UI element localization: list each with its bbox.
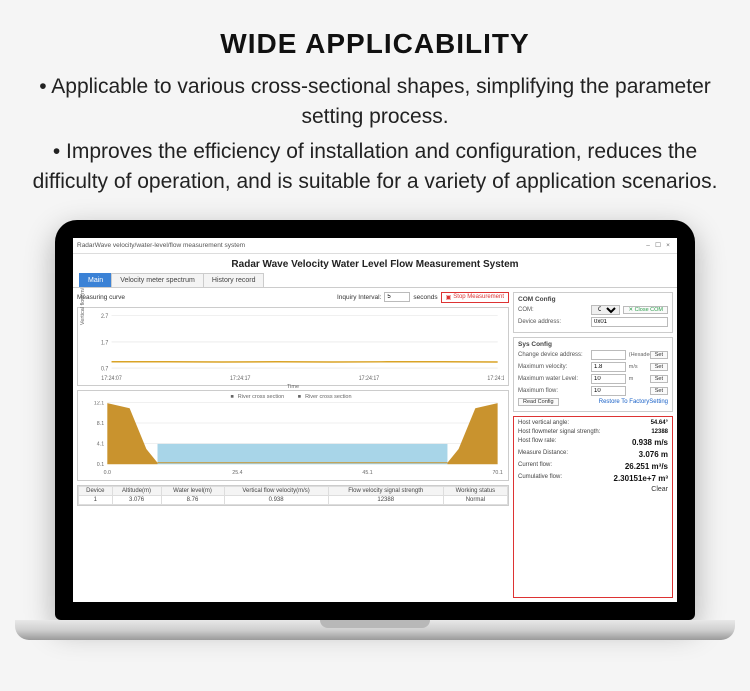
stop-icon: ▣	[446, 294, 452, 301]
syscfg-label-0: Change device address:	[518, 352, 588, 358]
hero-bullets: • Applicable to various cross-sectional …	[0, 60, 750, 198]
table-cell: 3.076	[112, 495, 161, 504]
syscfg-input-1[interactable]	[591, 362, 626, 372]
syscfg-input-0[interactable]	[591, 350, 626, 360]
table-header: Flow velocity signal strength	[328, 486, 443, 495]
distance-value: 3.076 m	[639, 450, 668, 459]
stop-measurement-button[interactable]: ▣ Stop Measurement	[441, 292, 509, 303]
chart1-ylabel: Vertical flow(m/s)	[80, 288, 86, 326]
cross-section-chart: ■River cross section ■River cross sectio…	[77, 390, 509, 481]
svg-text:25.4: 25.4	[232, 470, 242, 475]
syscfg-unit-1: m/s	[629, 364, 647, 370]
app-window: RadarWave velocity/water-level/flow meas…	[73, 238, 677, 602]
svg-text:0.1: 0.1	[97, 462, 104, 468]
clear-button[interactable]: Clear	[651, 486, 668, 493]
window-title: RadarWave velocity/water-level/flow meas…	[77, 242, 245, 249]
devaddr-input[interactable]	[591, 317, 668, 327]
read-config-button[interactable]: Read Config	[518, 398, 559, 406]
syscfg-set-button-2[interactable]: Set	[650, 375, 668, 383]
current-flow-label: Current flow:	[518, 462, 552, 471]
syscfg-set-button-1[interactable]: Set	[650, 363, 668, 371]
syscfg-input-2[interactable]	[591, 374, 626, 384]
angle-value: 54.64°	[651, 420, 668, 426]
table-header: Device	[79, 486, 113, 495]
laptop-base	[15, 620, 735, 640]
current-flow-value: 26.251 m³/s	[625, 462, 668, 471]
com-select[interactable]: COM16	[591, 305, 620, 315]
table-cell: 0.938	[224, 495, 328, 504]
table-cell: Normal	[443, 495, 507, 504]
signal-value: 12388	[651, 429, 668, 435]
table-header: Water level(m)	[161, 486, 224, 495]
tab-main[interactable]: Main	[79, 273, 112, 287]
svg-text:8.1: 8.1	[97, 421, 104, 427]
cumulative-value: 2.30151e+7 m³	[614, 474, 669, 483]
maximize-icon[interactable]: ☐	[653, 241, 663, 249]
table-cell: 8.76	[161, 495, 224, 504]
app-title: Radar Wave Velocity Water Level Flow Mea…	[73, 254, 677, 273]
cross-section-legend: ■River cross section ■River cross sectio…	[82, 394, 504, 401]
syscfg-label-3: Maximum flow:	[518, 388, 588, 394]
svg-text:17:24:07: 17:24:07	[101, 375, 122, 381]
tab-spectrum[interactable]: Velocity meter spectrum	[111, 273, 204, 287]
syscfg-unit-2: m	[629, 376, 647, 382]
svg-text:12.1: 12.1	[94, 401, 104, 407]
hero-title: WIDE APPLICABILITY	[0, 0, 750, 60]
com-label: COM:	[518, 307, 588, 313]
svg-text:17:24:17: 17:24:17	[487, 375, 504, 381]
minimize-icon[interactable]: –	[643, 242, 653, 249]
svg-text:4.1: 4.1	[97, 442, 104, 448]
close-com-button[interactable]: ✕ Close COM	[623, 306, 668, 314]
distance-label: Measure Distance:	[518, 450, 568, 459]
syscfg-label-1: Maximum velocity:	[518, 364, 588, 370]
device-table: DeviceAltitude(m)Water level(m)Vertical …	[77, 485, 509, 506]
syscfg-set-button-0[interactable]: Set	[650, 351, 668, 359]
svg-text:0.7: 0.7	[101, 366, 108, 372]
table-header: Vertical flow velocity(m/s)	[224, 486, 328, 495]
inquiry-unit: seconds	[413, 294, 437, 301]
sys-config-panel: Sys Config Change device address: (Hexad…	[513, 337, 673, 412]
svg-text:1.7: 1.7	[101, 340, 108, 346]
bullet-1: • Applicable to various cross-sectional …	[30, 72, 720, 133]
flowrate-value: 0.938 m/s	[632, 438, 668, 447]
tabs: Main Velocity meter spectrum History rec…	[73, 273, 677, 288]
sys-config-title: Sys Config	[518, 341, 668, 348]
close-icon[interactable]: ×	[663, 242, 673, 249]
inquiry-label: Inquiry Interval:	[337, 294, 381, 301]
inquiry-input[interactable]	[384, 292, 410, 302]
syscfg-input-3[interactable]	[591, 386, 626, 396]
signal-label: Host flowmeter signal strength:	[518, 429, 600, 435]
angle-label: Host vertical angle:	[518, 420, 569, 426]
titlebar: RadarWave velocity/water-level/flow meas…	[73, 238, 677, 254]
devaddr-label: Device address:	[518, 319, 588, 325]
measuring-bar: Measuring curve Inquiry Interval: second…	[77, 292, 509, 303]
svg-text:17:24:17: 17:24:17	[230, 375, 251, 381]
svg-text:0.0: 0.0	[104, 470, 111, 475]
com-config-panel: COM Config COM: COM16 ✕ Close COM Device…	[513, 292, 673, 333]
svg-text:2.7: 2.7	[101, 314, 108, 320]
syscfg-set-button-3[interactable]: Set	[650, 387, 668, 395]
com-config-title: COM Config	[518, 296, 668, 303]
svg-text:45.1: 45.1	[362, 470, 372, 475]
restore-factory-link[interactable]: Restore To FactorySetting	[599, 399, 668, 405]
table-header: Altitude(m)	[112, 486, 161, 495]
syscfg-unit-0: (Hexadecimal)	[629, 352, 647, 358]
table-cell: 1	[79, 495, 113, 504]
live-readings-panel: Host vertical angle: 54.64° Host flowmete…	[513, 416, 673, 598]
svg-text:70.1: 70.1	[492, 470, 502, 475]
table-header: Working status	[443, 486, 507, 495]
velocity-chart: Vertical flow(m/s) 0.71.72.717:24:0717:2…	[77, 307, 509, 386]
svg-text:17:24:17: 17:24:17	[359, 375, 380, 381]
cumulative-label: Cumulative flow:	[518, 474, 562, 483]
flowrate-label: Host flow rate:	[518, 438, 556, 447]
table-cell: 12388	[328, 495, 443, 504]
laptop-mockup: RadarWave velocity/water-level/flow meas…	[55, 220, 695, 640]
tab-history[interactable]: History record	[203, 273, 265, 287]
bullet-2: • Improves the efficiency of installatio…	[30, 137, 720, 198]
syscfg-label-2: Maximum water Level:	[518, 376, 588, 382]
